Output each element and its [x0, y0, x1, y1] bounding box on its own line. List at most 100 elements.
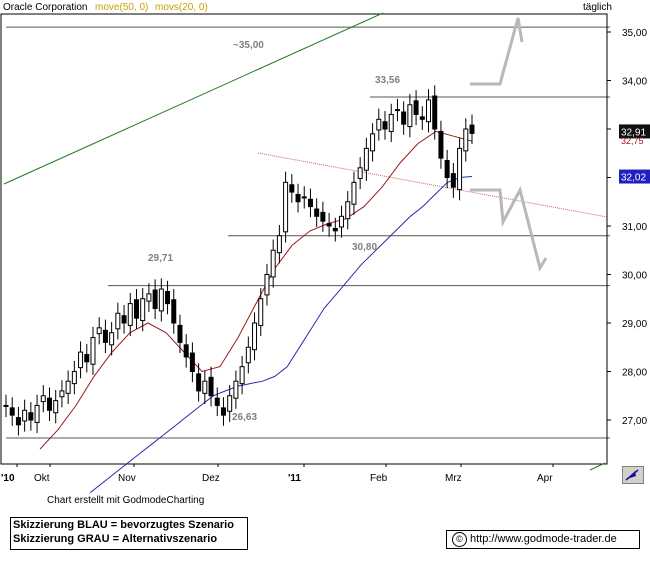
candle-body — [28, 412, 34, 421]
price-label-secondary: 32,75 — [621, 136, 644, 146]
y-tick-label: 35,00 — [622, 28, 647, 39]
scenario-up-path — [470, 17, 524, 86]
candle-body — [388, 113, 394, 132]
candle-body — [146, 293, 152, 302]
candle-body — [233, 380, 239, 399]
candle-body — [220, 407, 226, 416]
candle-body — [332, 227, 338, 232]
candle-body — [46, 397, 52, 411]
chart-navigation-icon[interactable] — [622, 466, 644, 484]
candle-body — [432, 95, 438, 130]
candle-body — [339, 215, 345, 228]
candle-body — [363, 147, 369, 171]
arrow-icon — [625, 469, 639, 481]
candle-body — [426, 99, 432, 123]
x-tick-label: Apr — [537, 473, 553, 484]
candle-body — [376, 118, 382, 131]
candle-body — [394, 109, 400, 112]
x-tick-label: '11 — [288, 473, 301, 484]
candle-body — [9, 407, 15, 416]
candle-body — [301, 196, 307, 199]
candle-body — [469, 124, 475, 134]
level-label: 26,63 — [232, 412, 257, 423]
candles — [3, 85, 475, 436]
trendlines — [3, 12, 608, 471]
candle-body — [258, 298, 264, 326]
annotations: 33,56 30,80 29,71 26,63 ~35,00 — [148, 40, 400, 423]
candle-body — [158, 288, 164, 312]
level-label: 33,56 — [375, 75, 400, 86]
y-tick-label: 31,00 — [622, 222, 647, 233]
candle-body — [252, 322, 258, 351]
candle-body — [183, 344, 189, 358]
candle-body — [127, 303, 133, 326]
candle-body — [34, 404, 40, 423]
candle-body — [326, 223, 332, 227]
x-axis: '10 Okt Nov Dez '11 Feb Mrz Apr — [1, 464, 554, 484]
scenario-legend: Skizzierung BLAU = bevorzugtes Szenario … — [10, 517, 248, 550]
candle-body — [208, 376, 214, 397]
candle-body — [438, 130, 444, 159]
candle-body — [115, 312, 121, 330]
candle-body — [270, 249, 276, 278]
candle-body — [53, 400, 59, 414]
candle-body — [102, 329, 108, 343]
uptrend-line — [3, 12, 384, 185]
candle-body — [214, 397, 220, 406]
candle-body — [320, 211, 326, 222]
candle-body — [59, 390, 65, 398]
candle-body — [351, 181, 357, 205]
candle-body — [196, 373, 202, 392]
legend-grey: Skizzierung GRAU = Alternativszenario — [13, 533, 218, 545]
candle-body — [109, 332, 115, 346]
x-tick-label: Mrz — [445, 473, 462, 484]
candle-body — [3, 404, 9, 407]
candle-body — [264, 274, 270, 296]
candle-body — [295, 193, 301, 203]
candle-body — [171, 299, 177, 324]
candle-body — [314, 208, 320, 217]
candle-body — [165, 290, 171, 305]
candle-body — [289, 184, 295, 193]
chart-credit: Chart erstellt mit GodmodeCharting — [47, 495, 205, 506]
candle-body — [444, 160, 450, 178]
candle-body — [401, 111, 407, 125]
candle-body — [276, 235, 282, 254]
price-label-box — [619, 169, 650, 184]
source-url[interactable]: http://www.godmode-trader.de — [470, 533, 617, 545]
candle-body — [140, 298, 146, 322]
y-tick-label: 34,00 — [622, 77, 647, 88]
x-tick-label: Nov — [118, 473, 136, 484]
candle-body — [357, 167, 363, 179]
price-label: 32,02 — [621, 173, 646, 184]
candle-body — [65, 380, 71, 394]
candle-body — [189, 352, 195, 373]
x-tick-label: '10 — [1, 473, 15, 484]
price-label-box — [619, 124, 650, 139]
y-tick-label: 30,00 — [622, 271, 647, 282]
x-tick-label: Feb — [370, 473, 388, 484]
uptrend-line-2 — [589, 462, 606, 471]
candle-body — [245, 346, 251, 364]
candle-body — [96, 327, 102, 335]
candle-body — [227, 395, 233, 412]
plot-area — [0, 13, 608, 465]
candle-body — [71, 371, 77, 385]
y-tick-label: 29,00 — [622, 319, 647, 330]
candle-body — [283, 181, 289, 233]
candle-body — [239, 366, 245, 385]
candle-body — [40, 395, 46, 403]
x-tick-label: Okt — [34, 473, 50, 484]
candle-body — [463, 128, 469, 152]
scenario-sketch — [470, 17, 548, 272]
candle-body — [370, 133, 376, 152]
candle-body — [419, 116, 425, 120]
candle-body — [133, 299, 139, 319]
candle-body — [22, 409, 28, 422]
source-link[interactable]: © http://www.godmode-trader.de — [446, 530, 640, 549]
candle-body — [413, 100, 419, 115]
ma50-line — [89, 176, 473, 494]
y-axis: 35,0034,0033,0032,0031,0030,0029,0028,00… — [606, 14, 650, 464]
level-label: 29,71 — [148, 253, 173, 264]
y-tick-label: 27,00 — [622, 416, 647, 427]
